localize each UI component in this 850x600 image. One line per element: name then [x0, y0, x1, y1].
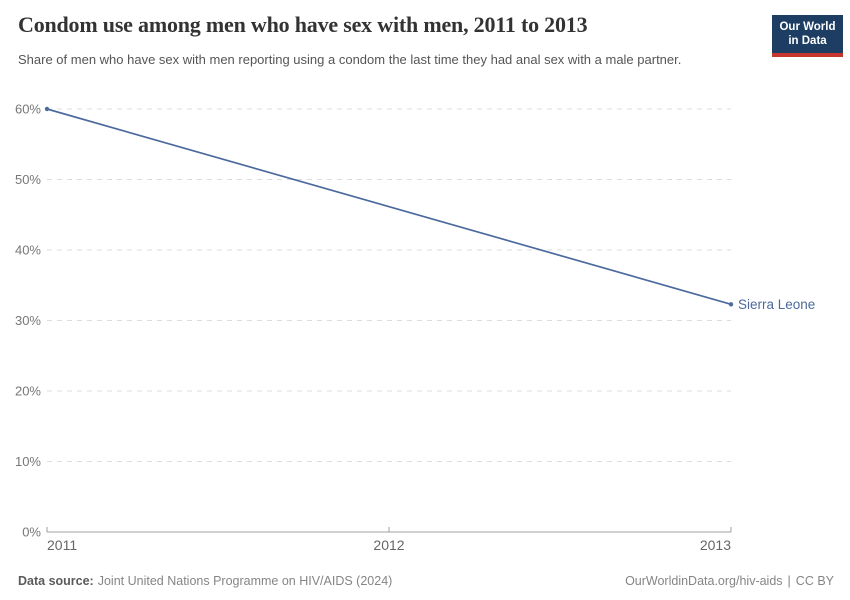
datasource-label: Data source:	[18, 574, 94, 588]
series-line-sierra-leone[interactable]	[46, 108, 732, 306]
chart-subtitle: Share of men who have sex with men repor…	[18, 52, 682, 67]
y-tick-label: 0%	[22, 525, 41, 540]
y-tick-label: 60%	[15, 102, 41, 117]
x-tick-label: 2012	[373, 537, 404, 553]
footer-license[interactable]: CC BY	[795, 574, 834, 588]
x-tick-label: 2011	[47, 537, 77, 553]
y-tick-label: 10%	[15, 454, 41, 469]
y-tick-label: 30%	[15, 313, 41, 328]
x-tick-label: 2013	[700, 537, 731, 553]
logo-text-line1: Our World	[779, 21, 836, 33]
footer-separator: |	[787, 574, 791, 588]
data-point[interactable]	[44, 106, 50, 112]
footer-datasource: Data source: Joint United Nations Program…	[18, 574, 392, 588]
footer-attribution: OurWorldinData.org/hiv-aids | CC BY	[625, 574, 834, 588]
owid-logo[interactable]: Our World in Data	[772, 15, 843, 57]
logo-text-line2: in Data	[788, 35, 827, 48]
data-point[interactable]	[728, 302, 734, 307]
y-tick-label: 50%	[15, 172, 41, 187]
series-label-sierra-leone[interactable]: Sierra Leone	[738, 297, 815, 312]
datasource-value: Joint United Nations Programme on HIV/AI…	[97, 574, 393, 588]
chart-footer: Data source: Joint United Nations Program…	[18, 574, 834, 588]
y-tick-label: 40%	[15, 243, 41, 258]
footer-url[interactable]: OurWorldinData.org/hiv-aids	[625, 574, 783, 588]
page-title: Condom use among men who have sex with m…	[18, 12, 588, 37]
y-tick-label: 20%	[15, 384, 41, 399]
